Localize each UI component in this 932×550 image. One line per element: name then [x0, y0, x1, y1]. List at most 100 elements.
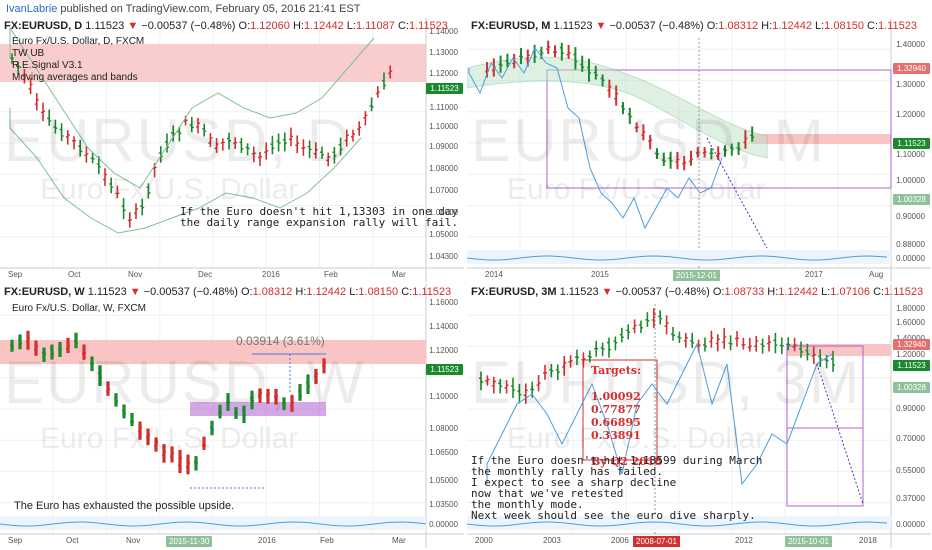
monthly-low: 1.08150 — [824, 20, 864, 32]
monthly-chart-canvas[interactable] — [467, 18, 931, 282]
price-line — [486, 342, 833, 486]
x-tick: Sep — [8, 270, 23, 279]
monthly-price-axis[interactable]: 1.40000 1.30000 1.20000 1.10000 1.00000 … — [893, 18, 931, 282]
x-tick: 2003 — [543, 536, 561, 545]
x-tick: 2016 — [258, 536, 276, 545]
indicator-label-tw-ub[interactable]: TW UB — [12, 48, 45, 59]
daily-high: 1.12442 — [303, 20, 344, 32]
quarterly-high: 1.12442 — [778, 286, 819, 298]
y-tick: 1.80000 — [896, 304, 925, 313]
projection-box — [786, 427, 864, 507]
daily-time-axis[interactable]: Sep Oct Nov Dec 2016 Feb Mar — [0, 268, 464, 282]
y-tick: 0.00000 — [896, 520, 925, 529]
weekly-high: 1.12442 — [306, 286, 347, 298]
down-arrow-icon: ▼ — [601, 286, 613, 298]
monthly-date-label: 2015-12-01 — [673, 270, 720, 281]
y-tick: 0.90000 — [896, 212, 925, 221]
x-tick: 2018 — [859, 536, 877, 545]
x-tick: Mar — [392, 536, 406, 545]
daily-chart-canvas[interactable] — [0, 18, 464, 282]
daily-symbol[interactable]: FX:EURUSD, D — [4, 20, 83, 32]
x-tick: 2016 — [262, 270, 280, 279]
x-tick: 2015 — [591, 270, 609, 279]
weekly-price-tag: 1.11523 — [426, 364, 463, 375]
monthly-change: −0.00537 (−0.48%) — [609, 20, 704, 32]
quarterly-annotation: If the Euro doesn't hit 1,13599 during M… — [471, 454, 763, 522]
y-tick: 0.90000 — [896, 404, 925, 413]
upper-band — [9, 26, 375, 189]
supply-zone — [0, 340, 426, 364]
x-tick: 2017 — [805, 270, 823, 279]
y-tick: 0.55000 — [896, 466, 925, 475]
price-line — [468, 47, 723, 230]
y-tick: 1.13000 — [429, 48, 458, 57]
x-tick: Oct — [68, 270, 81, 279]
quarterly-price-axis[interactable]: 1.80000 1.60000 1.40000 1.20000 0.90000 … — [893, 284, 931, 548]
author-link[interactable]: IvanLabrie — [6, 3, 58, 15]
quarterly-change: −0.00537 (−0.48%) — [615, 286, 710, 298]
chart-panel-daily[interactable]: EURUSD, D Euro Fx/U.S. Dollar FX:EURUSD,… — [0, 18, 464, 282]
indicator-label-ma-bands[interactable]: Moving averages and bands — [12, 72, 138, 83]
x-tick: Nov — [126, 536, 141, 545]
monthly-level-tag: 1.32940 — [893, 63, 930, 74]
y-tick: 1.14000 — [429, 27, 458, 36]
supply-zone — [751, 134, 891, 144]
projection-line — [706, 137, 768, 249]
weekly-date-label: 2015-11-30 — [166, 536, 213, 547]
down-arrow-icon: ▼ — [127, 20, 139, 32]
watermark-quarterly: EURUSD, 3M — [471, 349, 862, 416]
weekly-price-axis[interactable]: 1.16000 1.14000 1.12000 1.10000 1.08000 … — [426, 284, 464, 548]
y-tick: 1.05000 — [429, 230, 458, 239]
x-tick: Mar — [392, 270, 406, 279]
oscillator-line — [467, 521, 888, 527]
y-tick: 1.05000 — [429, 476, 458, 485]
quarterly-chart-canvas[interactable] — [467, 284, 931, 548]
daily-close: 1.11523 — [408, 20, 448, 32]
weekly-change: −0.00537 (−0.48%) — [143, 286, 238, 298]
weekly-chart-canvas[interactable] — [0, 284, 464, 548]
y-tick: 0.88000 — [896, 240, 925, 249]
oscillator-line — [0, 521, 427, 527]
chart-panel-quarterly[interactable]: EURUSD, 3M Euro Fx/U.S. Dollar FX:EURUSD… — [467, 284, 931, 548]
quarterly-level-tag: 1.00328 — [893, 382, 930, 393]
daily-price-tag: 1.11523 — [426, 83, 463, 94]
weekly-close: 1.11523 — [412, 286, 452, 298]
oscillator-pane — [467, 250, 891, 264]
y-tick: 1.00000 — [896, 176, 925, 185]
quarterly-open: 1.08733 — [724, 286, 765, 298]
weekly-annotation: The Euro has exhausted the possible upsi… — [14, 500, 235, 512]
chart-panel-weekly[interactable]: EURUSD, W Euro Fx/U.S. Dollar FX:EURUSD,… — [0, 284, 464, 548]
indicator-label-resignal[interactable]: R.E.Signal V3.1 — [12, 60, 83, 71]
weekly-series-label: Euro Fx/U.S. Dollar, W, FXCM — [12, 303, 146, 314]
y-tick: 1.40000 — [896, 40, 925, 49]
oscillator-pane — [0, 516, 426, 530]
x-tick: 2006 — [611, 536, 629, 545]
publish-bar: IvanLabrie published on TradingView.com,… — [0, 0, 932, 18]
chart-panel-monthly[interactable]: EURUSD, M Euro Fx/U.S. Dollar FX:EURUSD,… — [467, 18, 931, 282]
daily-price-axis[interactable]: 1.14000 1.13000 1.12000 1.11000 1.10000 … — [426, 18, 464, 282]
projection-box — [546, 69, 892, 189]
weekly-symbol[interactable]: FX:EURUSD, W — [4, 286, 85, 298]
monthly-symbol[interactable]: FX:EURUSD, M — [471, 20, 551, 32]
monthly-open: 1.08312 — [718, 20, 759, 32]
y-tick: 1.12000 — [429, 69, 458, 78]
monthly-level-tag: 1.00328 — [893, 194, 930, 205]
x-tick: Oct — [66, 536, 79, 545]
watermark-daily: EURUSD, D — [4, 107, 353, 174]
quarterly-symbol[interactable]: FX:EURUSD, 3M — [471, 286, 557, 298]
y-tick: 1.20000 — [896, 110, 925, 119]
y-tick: 0.00000 — [896, 254, 925, 263]
monthly-time-axis[interactable]: 2014 2015 2017 Aug — [467, 268, 931, 282]
lower-band — [9, 108, 362, 234]
weekly-time-axis[interactable]: Sep Oct Nov 2016 Feb Mar — [0, 534, 464, 548]
y-tick: 1.10000 — [896, 150, 925, 159]
daily-low: 1.11087 — [355, 20, 395, 32]
publish-info: published on TradingView.com, February 0… — [57, 3, 361, 15]
y-tick: 1.14000 — [429, 322, 458, 331]
y-tick: 1.40000 — [896, 334, 925, 343]
quarterly-price: 1.11523 — [559, 286, 599, 298]
y-tick: 1.08000 — [429, 424, 458, 433]
x-tick: Feb — [320, 536, 334, 545]
quarterly-time-axis[interactable]: 2000 2003 2006 2012 2018 — [467, 534, 931, 548]
y-tick: 0.00000 — [429, 520, 458, 529]
